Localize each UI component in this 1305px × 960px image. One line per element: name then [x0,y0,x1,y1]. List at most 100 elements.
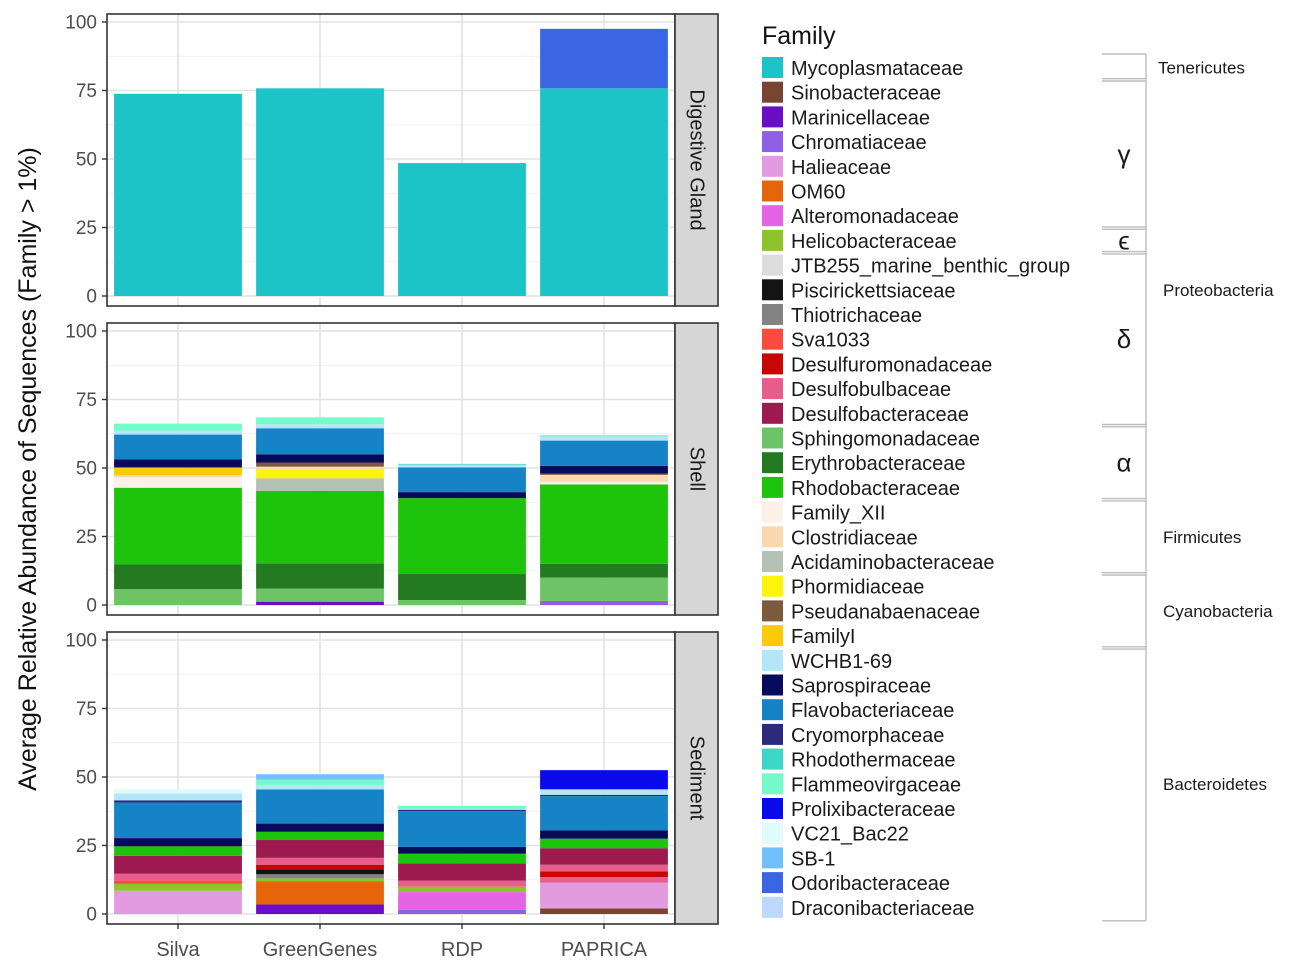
bar-segment [540,830,668,839]
legend-key [762,304,783,325]
y-tick-label: 25 [76,218,97,239]
bar-segment [540,796,668,831]
y-tick-label: 100 [65,631,97,652]
legend-key [762,575,783,597]
legend-label: Mycoplasmataceae [791,58,963,80]
facet-strip [674,322,719,616]
legend-key [762,674,783,696]
legend-key [762,847,783,869]
bar-segment [398,811,526,847]
legend-label: Phormidiaceae [791,577,924,599]
bar-segment [540,789,668,795]
bar-segment [398,886,526,893]
legend-key [762,649,783,671]
x-tick-label: GreenGenes [263,939,378,960]
bar-segment [540,908,668,914]
y-tick-label: 100 [65,13,97,34]
legend-key [762,600,783,622]
bar-segment [256,424,384,429]
legend-label: Sinobacteraceae [791,83,941,105]
legend-key [762,625,783,647]
bar-segment [540,871,668,878]
legend-key [762,402,783,424]
legend-key [762,476,783,498]
bar-segment [540,770,668,790]
facet-strip [674,631,719,925]
legend-label: Sphingomonadaceae [791,429,980,451]
bar-segment [540,481,668,485]
legend-label: Desulfobulbaceae [791,379,951,401]
bar-segment [114,800,242,803]
bar-segment [540,882,668,909]
bar-segment [256,823,384,832]
bar-segment [256,454,384,463]
bar-segment [540,484,668,564]
legend-key [762,896,783,918]
bar-segment [256,563,384,589]
legend-title: Family [762,22,836,50]
bar-segment [398,574,526,601]
bar-segment [540,440,668,466]
bar-segment [114,883,242,891]
legend-label: SB-1 [791,848,835,870]
legend-label: Prolixibacteraceae [791,799,956,821]
bar-segment [256,785,384,790]
y-tick-label: 50 [76,459,97,480]
legend-label: Desulfuromonadaceae [791,354,992,376]
bar-segment [256,417,384,425]
y-axis-title: Average Relative Abundance of Sequences … [14,147,42,791]
bar-segment [398,863,526,881]
bar-segment [256,428,384,455]
bar-segment [256,468,384,479]
bar-segment [540,435,668,437]
legend-label: FamilyI [791,626,855,648]
bar-segment [256,878,384,882]
bar-segment [398,600,526,605]
bar-segment [398,809,526,812]
bar-segment [540,465,668,474]
bar-segment [114,855,242,874]
legend-label: Pseudanabaenaceae [791,601,980,623]
bar-segment [114,589,242,605]
x-tick-label: Silva [156,939,200,960]
facet-strip-label: Shell [686,447,708,491]
bar-segment [114,564,242,590]
bar-segment [398,909,526,914]
bar-segment [540,473,668,475]
bar-segment [540,848,668,865]
bar-segment [256,831,384,841]
legend-label: Piscirickettsiaceae [791,280,956,302]
legend-key [762,106,783,128]
bar-segment [398,463,526,465]
bar-segment [114,838,242,847]
bar-segment [398,163,526,296]
legend-label: OM60 [791,182,845,204]
legend-key [762,378,783,400]
legend-key [762,155,783,177]
bar-segment [256,864,384,870]
legend-key [762,279,783,301]
bar-segment [540,577,668,601]
legend-label: Halieaceae [791,157,891,179]
bar-segment [256,904,384,914]
legend-key [762,254,783,276]
bar-segment [256,466,384,469]
legend-label: Thiotrichaceae [791,305,922,327]
bar-segment [540,838,668,849]
legend-key [762,131,783,153]
bar-segment [114,802,242,839]
bar-segment [256,462,384,467]
bar-segment [398,498,526,575]
bar-segment [256,874,384,879]
legend-key [762,872,783,894]
legend-key [762,205,783,227]
legend-key [762,57,783,78]
bar-segment [540,474,668,482]
legend-label: Acidaminobacteraceae [791,552,994,574]
y-tick-label: 0 [86,905,97,926]
legend-key [762,180,783,202]
y-tick-label: 0 [86,596,97,617]
legend-label: Flammeovirgaceae [791,774,961,796]
legend-label: Chromatiaceae [791,132,927,154]
